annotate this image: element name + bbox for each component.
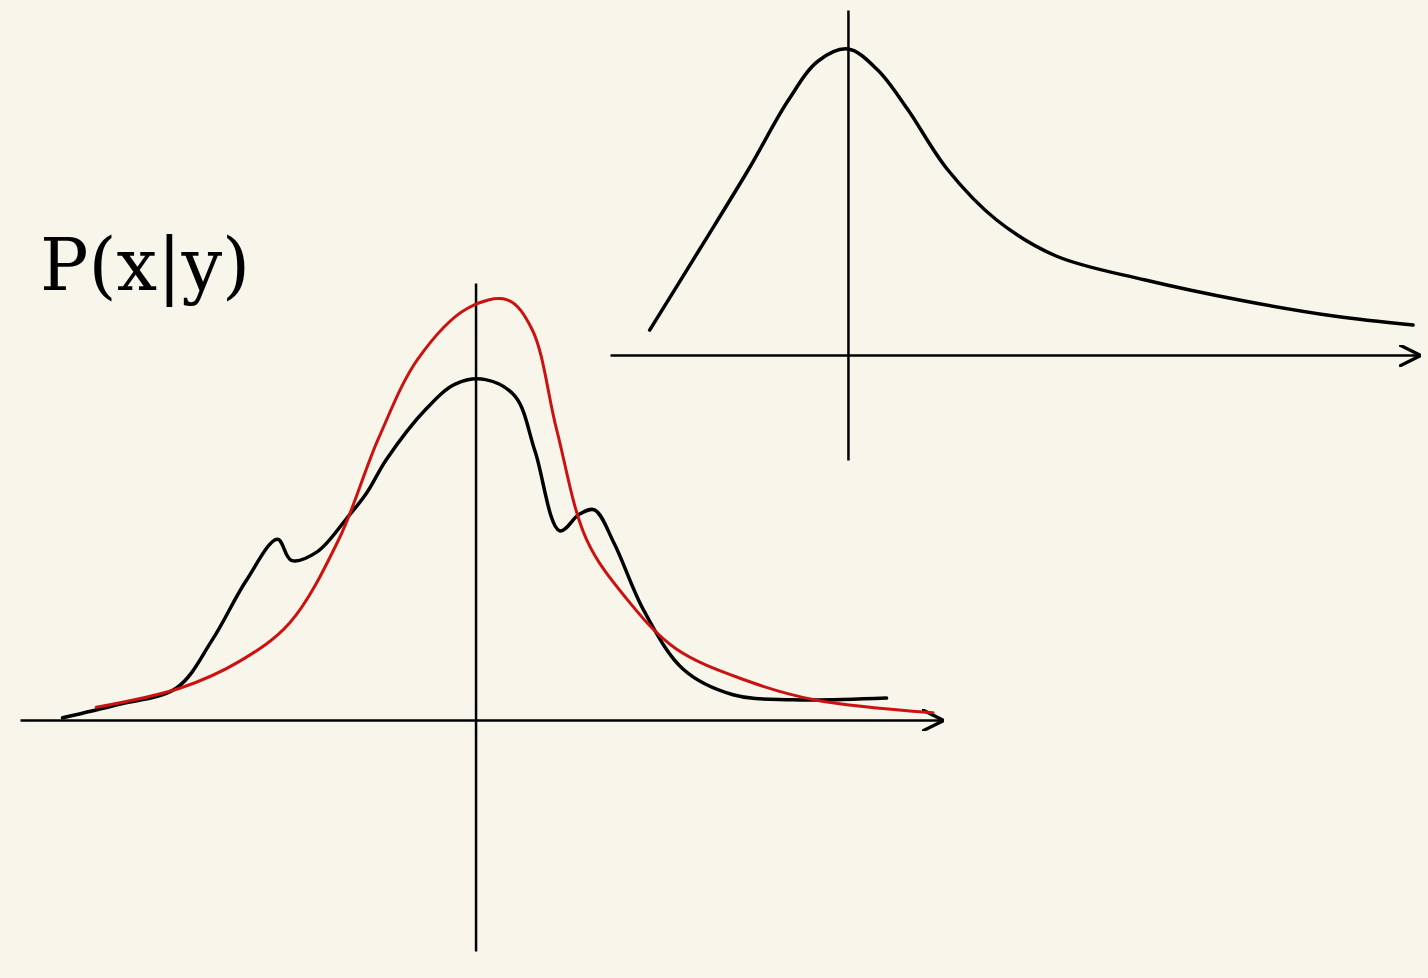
curve	[96, 299, 933, 713]
chart-title: P(x|y)	[40, 223, 250, 307]
curve	[63, 379, 887, 718]
y-axis-line	[847, 11, 850, 461]
y-axis	[476, 284, 477, 952]
x-axis-line	[21, 719, 942, 722]
x-axis	[611, 355, 1419, 356]
y-axis	[848, 11, 849, 461]
y-axis-line	[475, 284, 478, 952]
curve	[650, 49, 1413, 330]
x-axis-line	[611, 354, 1419, 357]
plot-area	[63, 299, 933, 718]
chart-panel: P(x|y)	[21, 223, 942, 952]
chart-panel	[611, 11, 1419, 461]
canvas: P(x|y)	[0, 0, 1428, 978]
x-axis	[21, 720, 942, 721]
plot-area	[650, 49, 1413, 330]
